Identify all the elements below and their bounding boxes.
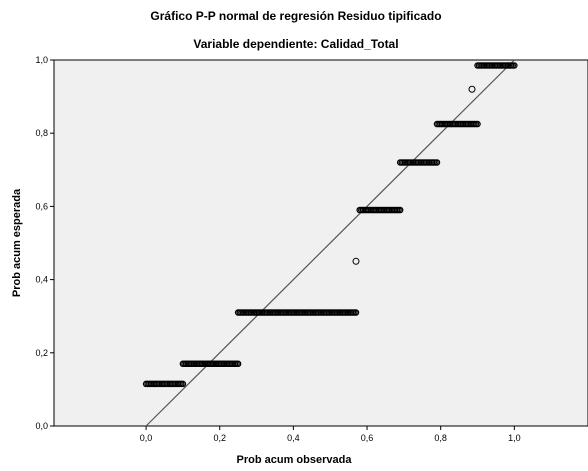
y-tick-label: 0,8 — [35, 128, 48, 138]
data-point — [179, 380, 187, 388]
y-tick-label: 0,0 — [35, 421, 48, 431]
y-axis-ticks: 0,0 0,2 0,4 0,6 0,8 1,0 — [35, 55, 54, 431]
data-points — [142, 62, 518, 388]
x-axis-label: Prob acum observada — [237, 454, 353, 466]
x-tick-label: 0,0 — [140, 433, 153, 443]
data-point — [396, 206, 404, 214]
y-tick-label: 1,0 — [35, 55, 48, 65]
data-point — [352, 309, 360, 316]
y-axis-label: Prob acum esperada — [11, 188, 23, 297]
x-axis-ticks: 0,0 0,2 0,4 0,6 0,8 1,0 — [140, 426, 521, 443]
chart-subtitle: Variable dependiente: Calidad_Total — [193, 37, 398, 51]
y-tick-label: 0,4 — [35, 275, 48, 285]
x-tick-label: 1,0 — [508, 433, 521, 443]
y-tick-label: 0,2 — [35, 348, 48, 358]
data-point — [468, 85, 476, 93]
data-point — [352, 257, 360, 265]
data-point — [474, 120, 481, 128]
x-tick-label: 0,2 — [213, 433, 226, 443]
y-tick-label: 0,6 — [35, 201, 48, 211]
chart-title: Gráfico P-P normal de regresión Residuo … — [150, 9, 441, 23]
data-point — [511, 62, 518, 69]
plot-area — [53, 59, 588, 427]
x-tick-label: 0,6 — [361, 433, 374, 443]
data-point — [433, 159, 441, 166]
data-point — [234, 360, 242, 368]
x-tick-label: 0,4 — [287, 433, 300, 443]
x-tick-label: 0,8 — [434, 433, 447, 443]
